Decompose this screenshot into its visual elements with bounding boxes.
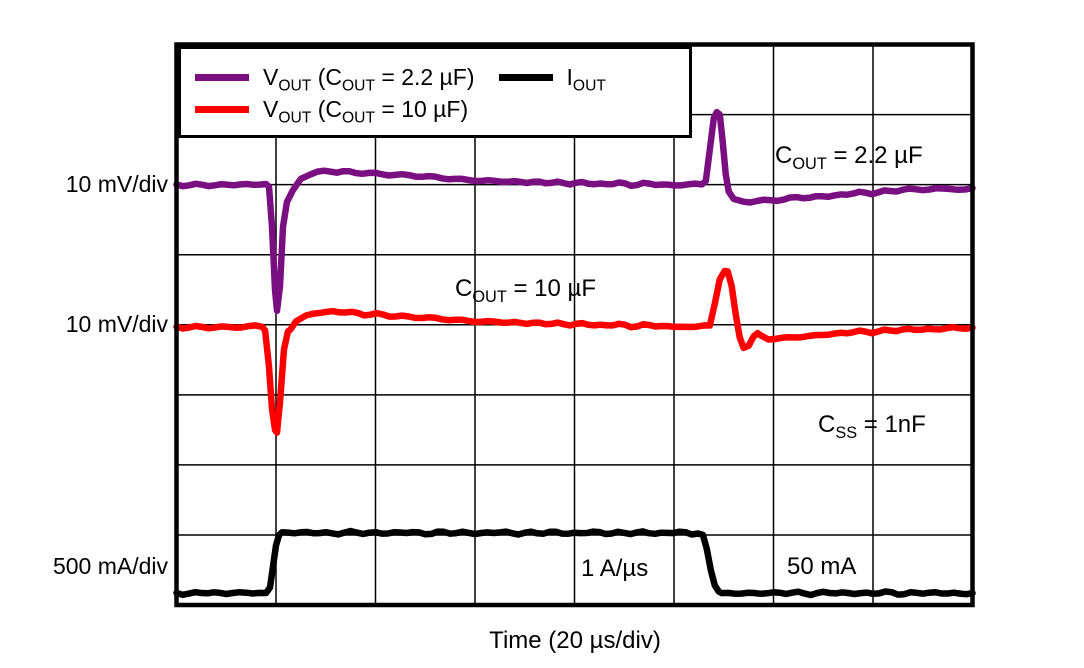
y-axis-label-iout: 500 mA/div	[52, 553, 168, 579]
legend: VOUT (COUT = 2.2 µF) IOUT VOUT (COUT = 1…	[178, 46, 692, 138]
legend-swatch-vout-2p2	[195, 73, 249, 81]
annotation-cout-2p2uF: COUT = 2.2 µF	[775, 142, 923, 173]
annotation-cout-10uF: COUT = 10 µF	[455, 275, 596, 306]
annotation-slew-rate: 1 A/µs	[581, 555, 649, 582]
legend-swatch-vout-10	[195, 105, 249, 113]
legend-row-1: VOUT (COUT = 2.2 µF) IOUT	[195, 63, 606, 95]
legend-label-vout-2p2: VOUT (COUT = 2.2 µF)	[263, 63, 475, 95]
annotation-low-current: 50 mA	[787, 553, 857, 580]
legend-label-vout-10: VOUT (COUT = 10 µF)	[263, 95, 469, 127]
y-axis-label-vout-2p2: 10 mV/div	[65, 171, 168, 197]
annotation-css-1nF: CSS = 1nF	[818, 411, 926, 442]
legend-label-iout: IOUT	[566, 63, 606, 95]
legend-swatch-iout	[498, 73, 553, 81]
legend-row-2: VOUT (COUT = 10 µF)	[195, 95, 469, 127]
x-axis-label: Time (20 µs/div)	[489, 627, 661, 654]
y-axis-label-vout-10: 10 mV/div	[65, 311, 168, 337]
